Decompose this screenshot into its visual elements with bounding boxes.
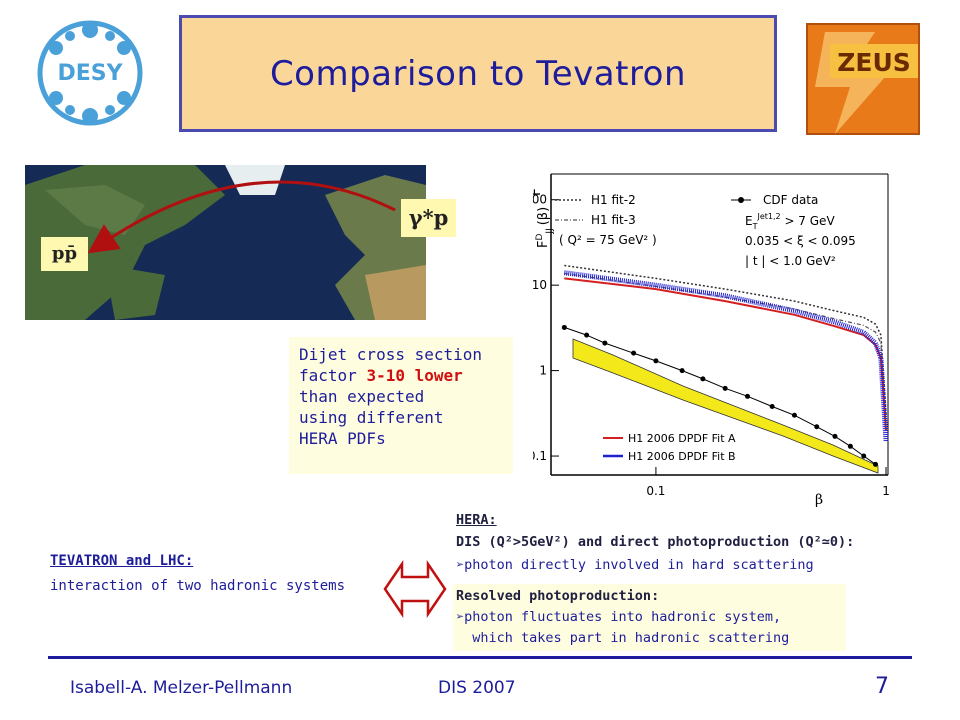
- x-axis-label: β: [815, 492, 823, 508]
- footer-divider: [48, 656, 912, 659]
- page-number: 7: [875, 674, 889, 699]
- zeus-logo: ZEUS: [806, 23, 920, 135]
- legend-fit-b: H1 2006 DPDF Fit B: [628, 450, 736, 463]
- legend-t-range: | t | < 1.0 GeV²: [745, 254, 836, 268]
- x-tick-label: 1: [882, 484, 890, 498]
- y-tick-label: 1: [539, 364, 547, 378]
- y-axis-title: FDJJ(β): [535, 207, 555, 248]
- page-title: Comparison to Tevatron: [269, 53, 687, 94]
- curve-h1-fit-3: [564, 272, 887, 424]
- cdf-data-line: [564, 326, 876, 465]
- footer-author: Isabell-A. Melzer-Pellmann: [70, 678, 293, 698]
- resolved-line-2: which takes part in hadronic scattering: [456, 630, 790, 646]
- svg-text:DESY: DESY: [57, 61, 123, 86]
- title-box: Comparison to Tevatron: [179, 15, 777, 132]
- cdf-points: [561, 324, 878, 467]
- legend-q2: ( Q² = 75 GeV² ): [559, 233, 657, 247]
- legend-fit-a: H1 2006 DPDF Fit A: [628, 432, 736, 445]
- y-axis-label: F: [533, 188, 544, 196]
- legend-h1-fit-2: H1 fit-2: [591, 193, 636, 207]
- summary-line-4: using different: [299, 408, 444, 427]
- summary-line-5: HERA PDFs: [299, 429, 386, 448]
- legend-xi-range: 0.035 < ξ < 0.095: [745, 234, 856, 248]
- label-gamma-p: γ*p: [401, 199, 456, 237]
- label-pp-bar: pp̄: [41, 237, 88, 271]
- double-arrow-icon: [383, 560, 447, 618]
- fdjj-plot: F FDJJ(β) 100 10 1 0.1 0.1 1 β H1 fit-2 H1 f…: [533, 168, 900, 510]
- hera-heading: HERA:: [456, 512, 497, 528]
- summary-line-3: than expected: [299, 387, 425, 406]
- legend-et-cut: ETJet1,2 > 7 GeV: [745, 212, 835, 231]
- desy-logo: DESY: [37, 20, 143, 126]
- summary-line-1: Dijet cross section: [299, 345, 483, 364]
- legend-cdf-data: CDF data: [763, 193, 818, 207]
- hera-direct-line: ➢photon directly involved in hard scatte…: [456, 557, 814, 573]
- svg-text:ZEUS: ZEUS: [837, 48, 911, 77]
- summary-textbox: Dijet cross section factor 3-10 lower th…: [289, 337, 513, 474]
- x-tick-label: 0.1: [646, 484, 665, 498]
- y-tick-label: 100: [533, 193, 547, 207]
- resolved-heading: Resolved photoproduction:: [456, 588, 660, 604]
- y-tick-label: 0.1: [533, 449, 547, 463]
- curve-h1-fit-2: [564, 264, 887, 416]
- footer-conference: DIS 2007: [438, 678, 516, 698]
- legend-h1-fit-3: H1 fit-3: [591, 213, 636, 227]
- y-tick-label: 10: [533, 278, 547, 292]
- resolved-box: [453, 584, 846, 651]
- summary-line-2: factor 3-10 lower: [299, 366, 463, 385]
- tevatron-heading: TEVATRON and LHC:: [50, 553, 194, 569]
- highlight-lower: 3-10 lower: [366, 366, 463, 385]
- cdf-error-band: [572, 338, 879, 474]
- curve-h1-2006-fit-b: [563, 270, 889, 442]
- curve-h1-2006-fit-a: [564, 277, 887, 431]
- resolved-line-1: ➢photon fluctuates into hadronic system,: [456, 609, 782, 625]
- hera-dis-line: DIS (Q²>5GeV²) and direct photoproductio…: [456, 534, 855, 550]
- earth-map: [25, 165, 426, 320]
- tevatron-desc: interaction of two hadronic systems: [50, 578, 346, 594]
